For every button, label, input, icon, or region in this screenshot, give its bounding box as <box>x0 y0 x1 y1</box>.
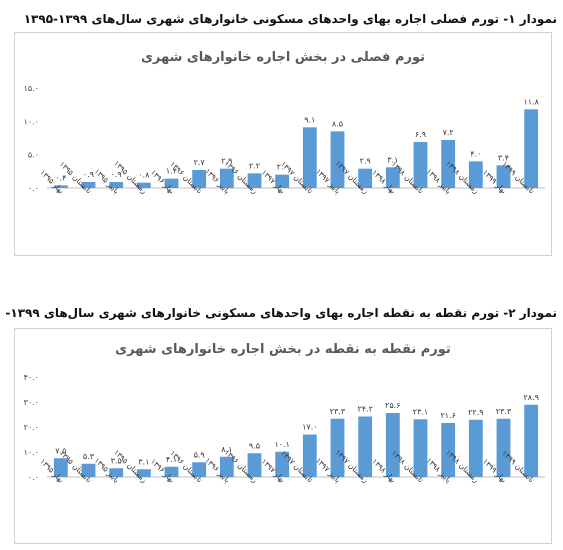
y-tick-label: ۰.۰ <box>28 184 39 193</box>
bar <box>136 469 151 477</box>
bar <box>358 416 373 477</box>
data-label: ۵.۹ <box>194 450 205 459</box>
data-label: ۲.۰ <box>277 163 288 172</box>
data-label: ۳.۴ <box>498 153 509 162</box>
y-tick-label: ۱۵.۰ <box>24 84 39 93</box>
bar <box>219 168 234 188</box>
data-label: ۲۳.۳ <box>496 407 512 416</box>
data-label: ۰.۸ <box>138 171 150 180</box>
bar <box>109 468 124 477</box>
bar <box>524 109 539 188</box>
data-label: ۱۷.۰ <box>302 423 317 432</box>
bar <box>164 178 179 188</box>
data-label: ۱.۴ <box>166 167 177 176</box>
bar <box>81 463 96 477</box>
bar <box>136 182 151 188</box>
data-label: ۰.۹ <box>111 170 122 179</box>
bar <box>302 434 317 477</box>
chart2-svg: تورم نقطه به نقطه در بخش اجاره خانوارهای… <box>24 342 545 485</box>
data-label: ۵.۳ <box>83 452 95 461</box>
bar <box>385 167 400 188</box>
bar <box>496 418 511 477</box>
data-label: ۲.۹ <box>360 157 371 166</box>
data-label: ۲.۷ <box>194 158 206 167</box>
chart1-panel: تورم فصلی در بخش اجاره خانوارهای شهری ۰.۰… <box>14 32 552 256</box>
bar <box>247 173 262 188</box>
y-tick-label: ۲۰.۰ <box>24 423 39 432</box>
data-label: ۹.۱ <box>304 115 315 124</box>
bar <box>524 404 539 477</box>
bar <box>275 174 290 188</box>
y-tick-label: ۱۰.۰ <box>24 448 39 457</box>
chart-title: تورم فصلی در بخش اجاره خانوارهای شهری <box>141 50 425 65</box>
data-label: ۰.۹ <box>83 170 94 179</box>
data-label: ۰.۴ <box>55 173 66 182</box>
y-tick-label: ۵.۰ <box>28 151 39 160</box>
bar <box>302 127 317 188</box>
bar <box>53 458 68 477</box>
data-label: ۲۵.۶ <box>385 401 400 410</box>
data-label: ۴.۰ <box>470 149 481 158</box>
data-label: ۲۳.۳ <box>330 407 346 416</box>
bar <box>275 451 290 477</box>
data-label: ۹.۵ <box>249 441 260 450</box>
data-label: ۳.۵ <box>111 456 122 465</box>
chart2-heading: نمودار ۲- تورم نقطه به نقطه اجاره بهای و… <box>6 306 557 320</box>
bar <box>441 140 456 188</box>
y-tick-label: ۰.۰ <box>28 473 39 482</box>
bar <box>385 413 400 477</box>
data-label: ۲۲.۹ <box>468 408 483 417</box>
bar <box>53 185 68 188</box>
bar <box>441 423 456 477</box>
bar <box>247 453 262 477</box>
chart-title: تورم نقطه به نقطه در بخش اجاره خانوارهای… <box>115 342 451 357</box>
bar <box>358 168 373 188</box>
y-tick-label: ۴۰.۰ <box>24 373 39 382</box>
bar <box>81 182 96 188</box>
data-label: ۲۴.۲ <box>357 405 372 414</box>
bar <box>192 170 207 188</box>
chart2-panel: تورم نقطه به نقطه در بخش اجاره خانوارهای… <box>14 328 552 544</box>
data-label: ۳.۱ <box>138 457 149 466</box>
bar <box>413 419 428 477</box>
bar <box>164 466 179 477</box>
bar <box>468 419 483 477</box>
bar <box>330 131 345 188</box>
data-label: ۲.۲ <box>249 161 260 170</box>
bar <box>219 456 234 477</box>
chart1-svg: تورم فصلی در بخش اجاره خانوارهای شهری ۰.۰… <box>24 50 545 196</box>
data-label: ۲۱.۶ <box>440 411 455 420</box>
data-label: ۸.۱ <box>221 445 232 454</box>
data-label: ۷.۵ <box>55 446 66 455</box>
y-tick-label: ۱۰.۰ <box>24 117 39 126</box>
bar <box>109 182 124 188</box>
y-tick-label: ۳۰.۰ <box>24 398 39 407</box>
data-label: ۲۳.۱ <box>413 407 428 416</box>
data-label: ۲۸.۹ <box>523 393 538 402</box>
bar <box>413 142 428 188</box>
bar <box>330 418 345 477</box>
bar <box>496 165 511 188</box>
data-label: ۶.۹ <box>415 130 426 139</box>
chart1-heading: نمودار ۱- تورم فصلی اجاره بهای واحدهای م… <box>23 12 557 26</box>
data-label: ۱۰.۱ <box>274 440 289 449</box>
data-label: ۷.۲ <box>443 128 454 137</box>
bar <box>192 462 207 477</box>
data-label: ۸.۵ <box>332 119 343 128</box>
data-label: ۴.۱ <box>166 455 177 464</box>
data-label: ۳.۱ <box>387 155 398 164</box>
bar <box>468 161 483 188</box>
data-label: ۲.۹ <box>221 157 232 166</box>
data-label: ۱۱.۸ <box>523 97 539 106</box>
